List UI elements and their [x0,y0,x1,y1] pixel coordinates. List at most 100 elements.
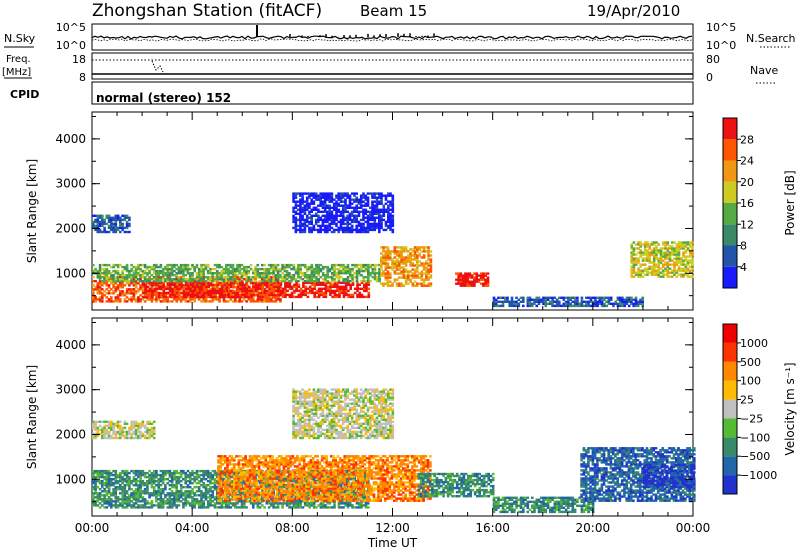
data-cell [281,287,285,290]
data-cell [139,276,142,279]
data-cell [204,494,208,497]
data-cell [195,482,199,485]
data-cell [359,224,363,228]
data-cell [227,496,230,499]
data-cell [355,214,358,217]
data-cell [657,269,660,272]
data-cell [314,228,318,232]
data-cell [562,302,566,305]
data-cell [121,504,124,507]
data-cell [425,260,428,263]
data-cell [404,270,408,273]
data-cell [137,290,140,293]
data-cell [152,284,156,287]
data-cell [639,253,642,256]
data-cell [418,254,421,257]
data-cell [161,480,165,483]
data-cell [675,275,679,278]
data-cell [416,276,419,279]
data-cell [616,304,620,308]
data-cell [128,284,131,287]
data-cell [353,276,356,279]
data-cell [229,269,233,273]
data-cell [195,473,199,477]
data-cell [351,295,355,299]
data-cell [367,293,371,297]
data-cell [168,267,172,271]
data-cell [323,226,327,230]
data-cell [193,494,196,497]
data-cell [542,296,545,299]
data-cell [351,263,354,267]
data-cell [103,482,106,485]
data-cell [270,265,273,269]
data-cell [254,276,257,279]
data-cell [378,226,381,230]
data-cell [321,206,325,209]
data-cell [157,285,161,288]
data-cell [216,288,219,291]
data-cell [294,218,298,222]
data-cell [263,295,267,299]
data-cell [326,269,329,273]
data-cell [263,293,267,297]
data-cell [121,494,124,497]
data-cell [279,288,282,291]
data-cell [299,210,302,213]
data-cell [207,293,210,297]
data-cell [125,296,129,299]
data-cell [380,274,383,277]
data-cell [96,288,100,291]
data-cell [258,298,262,301]
data-cell [369,192,372,195]
data-cell [330,212,334,215]
data-cell [209,288,212,291]
data-cell [627,304,631,308]
data-cell [684,267,688,270]
data-cell [312,202,316,205]
data-cell [277,289,280,293]
data-cell [245,283,249,286]
data-cell [337,278,341,281]
data-cell [362,224,365,228]
data-cell [609,296,613,299]
data-cell [236,276,239,279]
data-cell [630,253,633,256]
data-cell [634,298,638,301]
data-cell [659,271,663,274]
data-cell [326,210,329,213]
data-cell [197,267,201,271]
data-cell [177,492,181,495]
data-cell [382,282,385,285]
data-cell [92,486,95,489]
data-cell [196,289,199,293]
data-cell [528,304,532,308]
data-cell [96,475,100,479]
data-cell [373,200,377,203]
data-cell [195,494,199,497]
data-cell [384,274,388,277]
data-cell [245,280,248,283]
data-cell [191,280,194,283]
data-cell [365,285,368,288]
data-cell [391,196,395,199]
data-cell [261,278,264,281]
data-cell [103,269,106,273]
data-cell [369,216,372,219]
data-cell [425,270,428,273]
data-cell [324,291,328,295]
data-cell [455,272,458,275]
data-cell [402,266,406,269]
data-cell [96,496,100,499]
data-cell [427,276,430,279]
data-cell [175,506,178,509]
data-cell [551,302,554,305]
data-cell [634,263,638,266]
data-cell [119,486,122,489]
data-cell [358,293,361,297]
data-cell [146,274,149,277]
data-cell [338,287,341,290]
data-cell [191,504,194,507]
data-cell [315,283,319,286]
data-cell [151,283,154,286]
